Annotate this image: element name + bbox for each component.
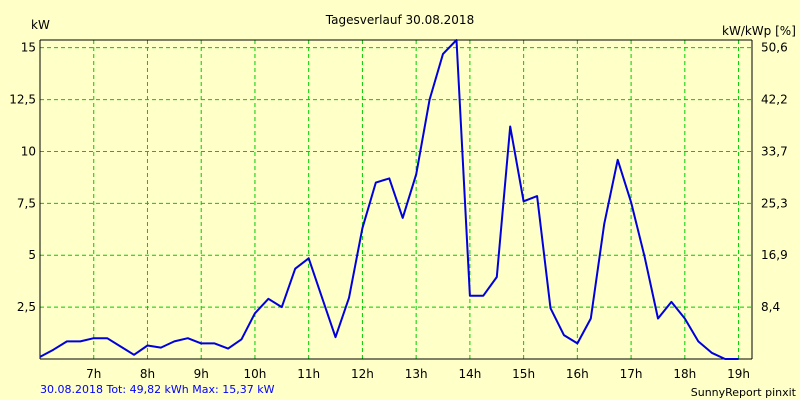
x-tick-label: 7h (86, 367, 101, 381)
x-tick-label: 15h (512, 367, 535, 381)
y-left-tick-label: 7,5 (17, 196, 36, 210)
y-right-tick-label: 42,2 (761, 93, 788, 107)
x-tick-label: 13h (405, 367, 428, 381)
y-right-tick-label: 8,4 (761, 300, 780, 314)
y-left-tick-label: 15 (21, 41, 36, 55)
x-tick-label: 16h (566, 367, 589, 381)
x-tick-label: 18h (673, 367, 696, 381)
y-right-tick-label: 16,9 (761, 248, 788, 262)
x-tick-label: 8h (140, 367, 155, 381)
x-tick-label: 17h (620, 367, 643, 381)
series-layer (39, 39, 739, 360)
x-tick-label: 10h (244, 367, 267, 381)
y-right-tick-label: 25,3 (761, 196, 788, 210)
y-left-tick-label: 5 (28, 248, 36, 262)
footer-credit: SunnyReport pinxit (691, 386, 797, 399)
x-tick-label: 11h (297, 367, 320, 381)
x-tick-label: 14h (458, 367, 481, 381)
tick-labels: 7h 8h 9h 10h 11h 12h 13h 14h 15h 16h 17h 18h 19h 2,5 8… (9, 41, 787, 381)
y-left-tick-label: 2,5 (17, 300, 36, 314)
y-left-tick-label: 12,5 (9, 93, 36, 107)
right-axis-label: kW/kWp [%] (722, 24, 796, 38)
chart-title: Tagesverlauf 30.08.2018 (325, 13, 474, 27)
series-line (39, 39, 739, 360)
footer-summary: 30.08.2018 Tot: 49,82 kWh Max: 15,37 kW (40, 383, 275, 396)
y-left-tick-label: 10 (21, 144, 36, 158)
x-tick-label: 9h (194, 367, 209, 381)
x-tick-label: 19h (727, 367, 750, 381)
y-right-tick-label: 50,6 (761, 41, 788, 55)
y-right-tick-label: 33,7 (761, 144, 788, 158)
x-tick-label: 12h (351, 367, 374, 381)
left-axis-label: kW (31, 18, 50, 32)
